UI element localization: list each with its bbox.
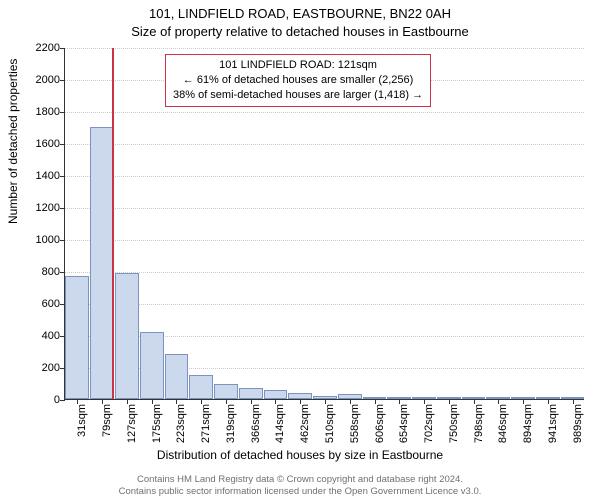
x-tick-label: 606sqm <box>374 404 386 444</box>
chart-title-sub: Size of property relative to detached ho… <box>0 24 600 39</box>
x-tick-label: 989sqm <box>572 404 584 444</box>
y-tick-mark <box>60 304 65 305</box>
y-tick-mark <box>60 112 65 113</box>
histogram-bar <box>214 384 238 399</box>
x-tick-label: 702sqm <box>423 404 435 444</box>
x-tick-label: 366sqm <box>250 404 262 444</box>
info-line-1: 101 LINDFIELD ROAD: 121sqm <box>173 58 423 73</box>
x-tick-label: 462sqm <box>299 404 311 444</box>
grid-line <box>65 208 584 209</box>
attribution-line-2: Contains public sector information licen… <box>0 486 600 498</box>
y-tick-label: 0 <box>30 394 60 406</box>
x-tick-label: 558sqm <box>349 404 361 444</box>
histogram-bar <box>115 273 139 399</box>
x-tick-label: 175sqm <box>151 404 163 444</box>
x-tick-label: 846sqm <box>497 404 509 444</box>
grid-line <box>65 144 584 145</box>
y-tick-mark <box>60 336 65 337</box>
x-tick-label: 414sqm <box>274 404 286 444</box>
x-tick-label: 750sqm <box>448 404 460 444</box>
grid-line <box>65 304 584 305</box>
grid-line <box>65 48 584 49</box>
y-tick-mark <box>60 176 65 177</box>
x-tick-label: 894sqm <box>522 404 534 444</box>
chart-container: 101, LINDFIELD ROAD, EASTBOURNE, BN22 0A… <box>0 0 600 500</box>
y-tick-label: 400 <box>30 330 60 342</box>
y-axis-label: Number of detached properties <box>6 59 20 224</box>
x-tick-label: 510sqm <box>324 404 336 444</box>
histogram-bar <box>239 388 263 399</box>
y-tick-label: 200 <box>30 362 60 374</box>
y-tick-mark <box>60 240 65 241</box>
y-tick-mark <box>60 80 65 81</box>
grid-line <box>65 240 584 241</box>
x-tick-label: 79sqm <box>101 404 113 444</box>
y-tick-mark <box>60 368 65 369</box>
histogram-bar <box>264 390 288 399</box>
y-tick-label: 1200 <box>30 202 60 214</box>
x-tick-label: 127sqm <box>126 404 138 444</box>
y-tick-mark <box>60 208 65 209</box>
y-tick-label: 2200 <box>30 42 60 54</box>
attribution-line-1: Contains HM Land Registry data © Crown c… <box>0 474 600 486</box>
y-tick-mark <box>60 144 65 145</box>
y-tick-label: 800 <box>30 266 60 278</box>
y-tick-label: 2000 <box>30 74 60 86</box>
attribution: Contains HM Land Registry data © Crown c… <box>0 474 600 498</box>
x-tick-label: 271sqm <box>200 404 212 444</box>
histogram-bar <box>140 332 164 399</box>
info-line-2: ← 61% of detached houses are smaller (2,… <box>173 73 423 88</box>
x-tick-label: 319sqm <box>225 404 237 444</box>
x-tick-label: 941sqm <box>547 404 559 444</box>
info-line-3: 38% of semi-detached houses are larger (… <box>173 88 423 103</box>
y-tick-mark <box>60 272 65 273</box>
histogram-bar <box>90 127 114 399</box>
plot-area: 101 LINDFIELD ROAD: 121sqm ← 61% of deta… <box>64 48 584 400</box>
y-tick-label: 1000 <box>30 234 60 246</box>
histogram-bar <box>65 276 89 399</box>
highlight-line <box>112 48 114 399</box>
highlight-info-box: 101 LINDFIELD ROAD: 121sqm ← 61% of deta… <box>165 54 431 107</box>
x-tick-label: 654sqm <box>398 404 410 444</box>
x-tick-label: 798sqm <box>473 404 485 444</box>
grid-line <box>65 272 584 273</box>
y-tick-label: 1800 <box>30 106 60 118</box>
grid-line <box>65 112 584 113</box>
histogram-bar <box>165 354 189 399</box>
y-tick-label: 600 <box>30 298 60 310</box>
y-tick-label: 1600 <box>30 138 60 150</box>
y-tick-label: 1400 <box>30 170 60 182</box>
y-tick-mark <box>60 48 65 49</box>
chart-title-main: 101, LINDFIELD ROAD, EASTBOURNE, BN22 0A… <box>0 6 600 21</box>
x-tick-label: 31sqm <box>76 404 88 444</box>
grid-line <box>65 176 584 177</box>
histogram-bar <box>189 375 213 399</box>
y-tick-mark <box>60 400 65 401</box>
x-tick-label: 223sqm <box>175 404 187 444</box>
x-axis-label: Distribution of detached houses by size … <box>0 448 600 462</box>
